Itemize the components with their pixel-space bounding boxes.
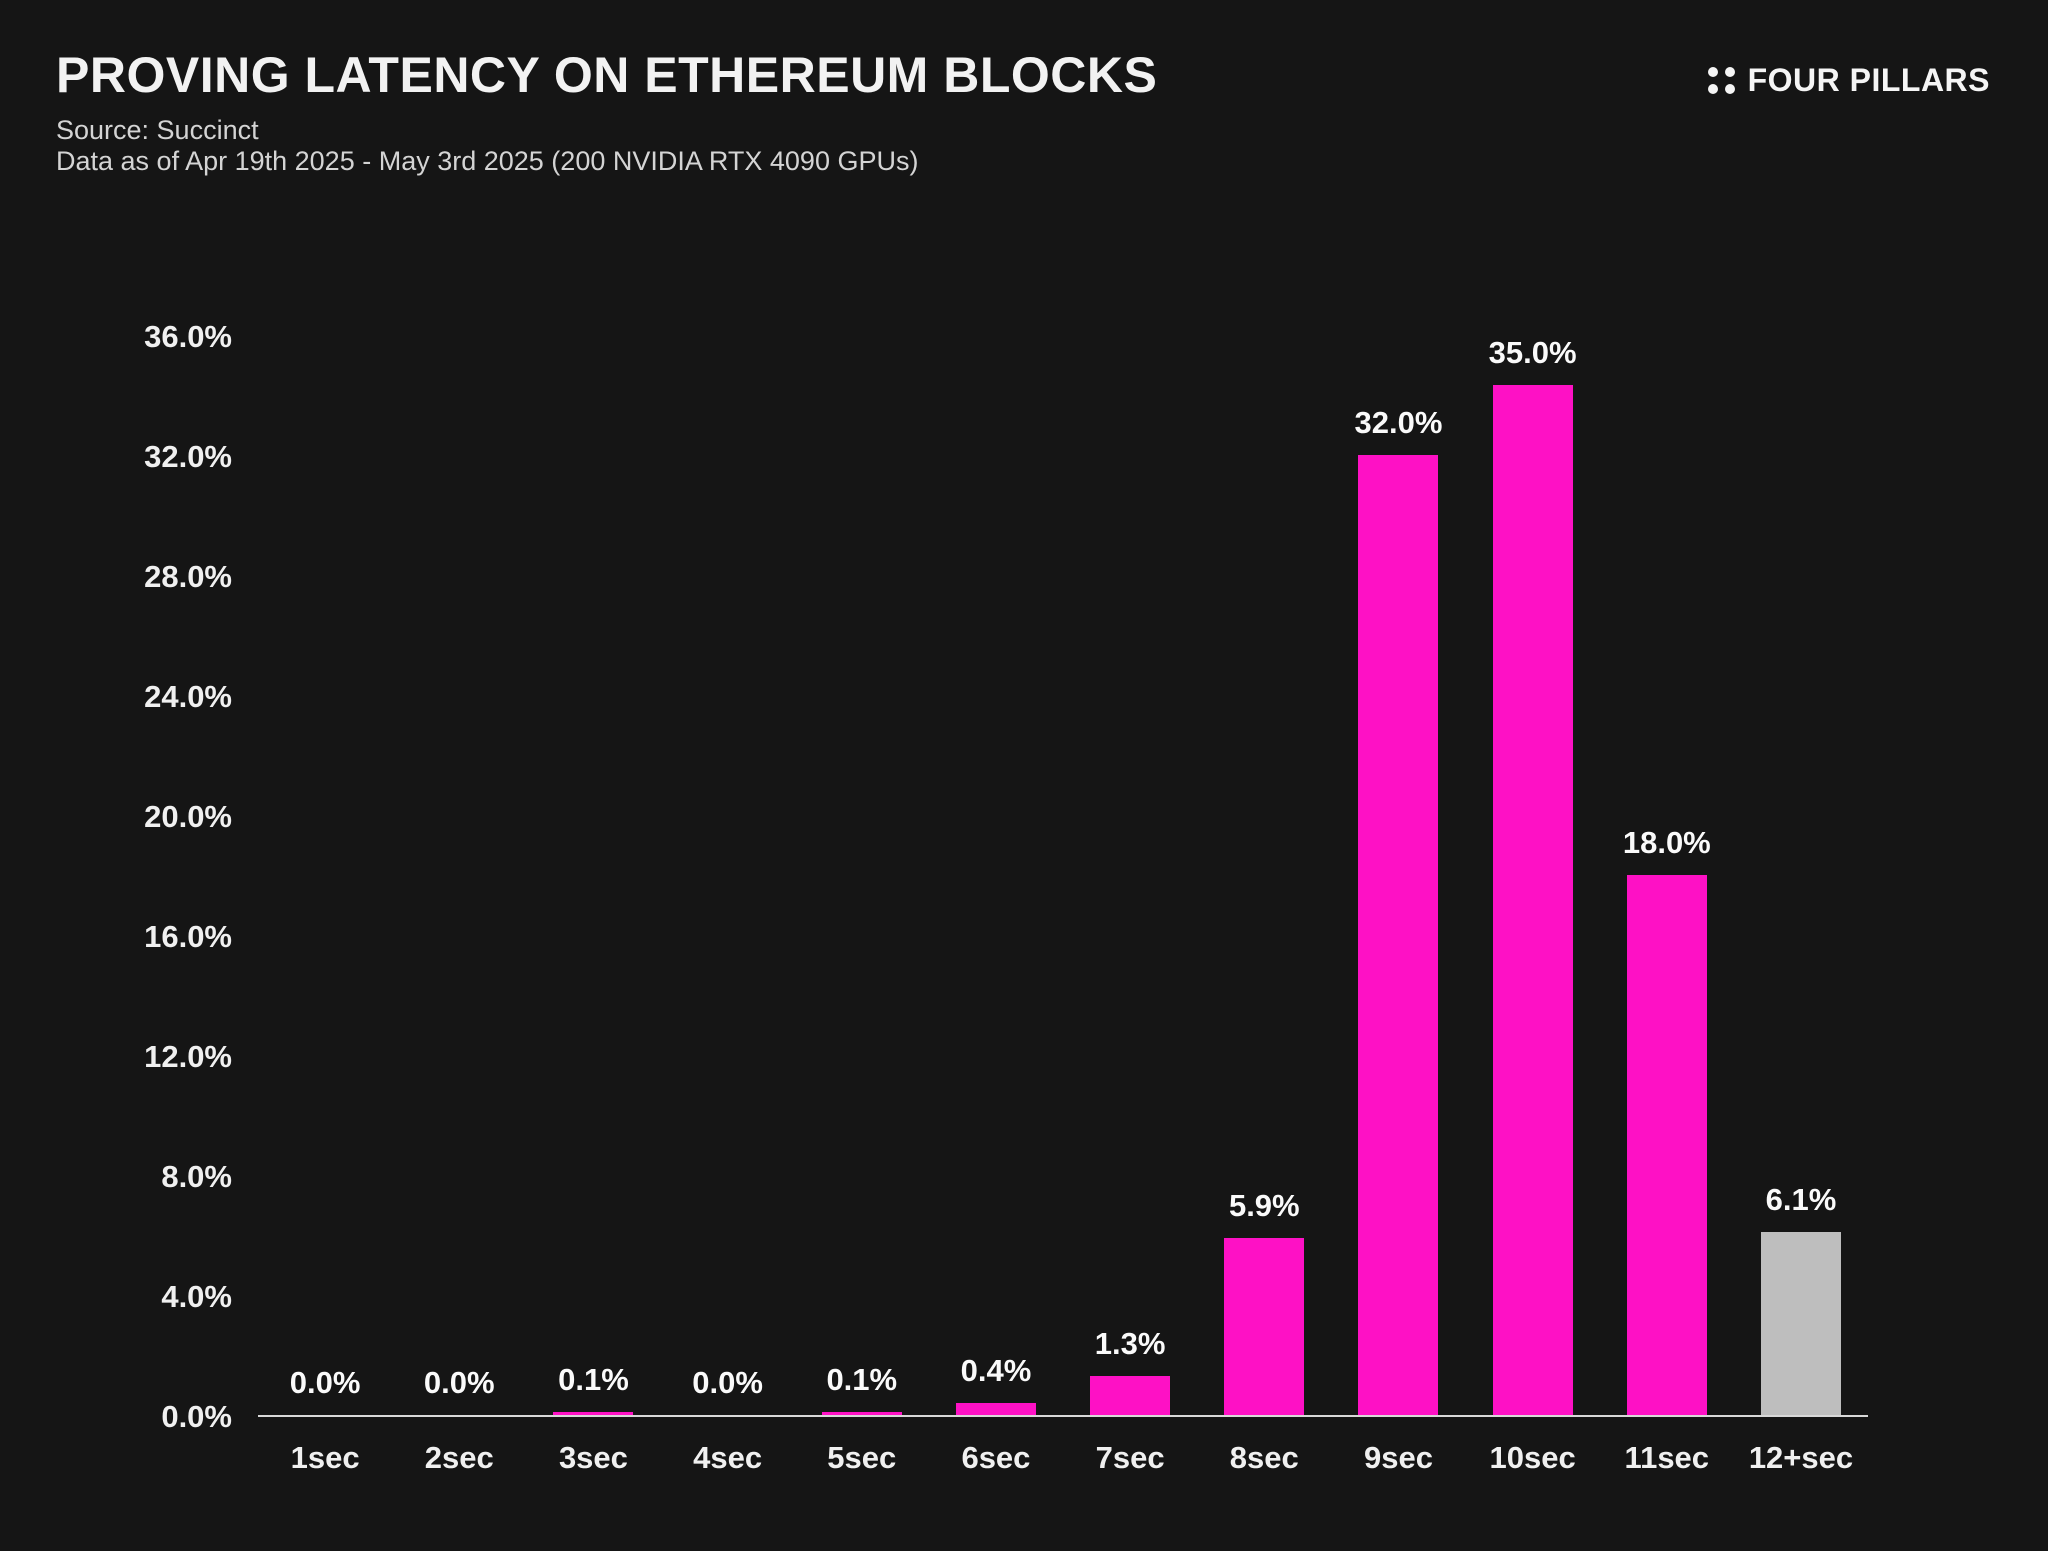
y-tick-label: 24.0% [144, 679, 232, 714]
x-tick-label: 11sec [1624, 1440, 1710, 1475]
bar-value-label: 5.9% [1228, 1188, 1300, 1223]
bar-5sec [821, 1412, 902, 1415]
bar-slot: 0.0% [258, 337, 392, 1415]
y-tick-label: 12.0% [144, 1039, 232, 1074]
bar-slot: 0.0% [661, 337, 795, 1415]
bar-slot: 6.1% [1734, 337, 1868, 1415]
bar-slot: 0.1% [526, 337, 660, 1415]
x-tick-label: 3sec [558, 1440, 628, 1475]
dot [1724, 84, 1735, 94]
y-tick-label: 28.0% [144, 559, 232, 594]
bar-value-label: 0.1% [826, 1362, 898, 1397]
brand: FOUR PILLARS [1707, 62, 1990, 99]
bar-7sec [1090, 1376, 1171, 1415]
dot [1724, 67, 1735, 77]
page-title: PROVING LATENCY ON ETHEREUM BLOCKS [56, 47, 1158, 103]
y-tick-label: 36.0% [144, 319, 232, 354]
period-line: Data as of Apr 19th 2025 - May 3rd 2025 … [56, 146, 919, 176]
bar-value-label: 6.1% [1765, 1182, 1837, 1217]
source-line: Source: Succinct [56, 115, 259, 145]
bar-3sec [553, 1412, 634, 1415]
bar-value-label: 35.0% [1488, 335, 1577, 370]
bar-11sec [1626, 875, 1707, 1415]
y-tick-label: 8.0% [161, 1159, 232, 1194]
bar-slot: 5.9% [1197, 337, 1331, 1415]
y-axis: 36.0% 32.0% 28.0% 24.0% 20.0% 16.0% 12.0% 8.0% 4… [0, 321, 232, 1432]
chart-header: PROVING LATENCY ON ETHEREUM BLOCKS Sourc… [56, 48, 1157, 177]
chart-subtitle: Source: Succinct Data as of Apr 19th 202… [56, 115, 1157, 177]
x-tick-label: 12+sec [1748, 1440, 1854, 1475]
bar-value-label: 32.0% [1354, 405, 1443, 440]
x-tick-label: 8sec [1229, 1440, 1299, 1475]
bar-12+sec [1760, 1232, 1841, 1415]
bar-slot: 0.4% [929, 337, 1063, 1415]
x-axis: 1sec 2sec 3sec 4sec 5sec 6sec 7sec 8sec 9sec 10se… [258, 1441, 1868, 1475]
bar-value-label: 1.3% [1094, 1326, 1166, 1361]
bar-value-label: 0.0% [289, 1365, 361, 1400]
bar-slot: 18.0% [1600, 337, 1734, 1415]
dot [1707, 67, 1718, 77]
brand-name: FOUR PILLARS [1747, 62, 1990, 98]
y-tick-label: 4.0% [161, 1279, 232, 1314]
bar-slot: 0.0% [392, 337, 526, 1415]
x-tick-label: 4sec [693, 1440, 763, 1475]
bar-slot: 35.0% [1466, 337, 1600, 1415]
bar-9sec [1358, 455, 1439, 1415]
bar-slot: 32.0% [1331, 337, 1465, 1415]
x-tick-label: 2sec [424, 1440, 494, 1475]
x-tick-label: 5sec [827, 1440, 897, 1475]
x-tick-label: 10sec [1489, 1440, 1576, 1475]
bar-6sec [955, 1403, 1036, 1415]
y-tick-label: 0.0% [161, 1399, 232, 1434]
y-tick-label: 20.0% [144, 799, 232, 834]
x-tick-label: 1sec [290, 1440, 360, 1475]
y-tick-label: 32.0% [144, 439, 232, 474]
bar-value-label: 0.4% [960, 1353, 1032, 1388]
x-tick-label: 6sec [961, 1440, 1031, 1475]
bar-value-label: 0.0% [692, 1365, 763, 1400]
bar-value-label: 18.0% [1622, 825, 1711, 860]
bar-10sec [1492, 385, 1573, 1415]
bar-value-label: 0.1% [558, 1362, 629, 1397]
four-dots-icon [1707, 67, 1735, 94]
y-tick-label: 16.0% [144, 919, 232, 954]
dot [1707, 84, 1718, 94]
bar-slot: 0.1% [795, 337, 929, 1415]
bar-8sec [1224, 1238, 1305, 1415]
x-tick-label: 7sec [1095, 1440, 1165, 1475]
x-tick-label: 9sec [1363, 1440, 1433, 1475]
bar-slot: 1.3% [1063, 337, 1197, 1415]
plot-area: 0.0% 0.0% 0.1% 0.0% 0.1% 0.4% 1.3% 5.9% 32.0% 35.… [258, 337, 1868, 1417]
bar-value-label: 0.0% [423, 1365, 495, 1400]
